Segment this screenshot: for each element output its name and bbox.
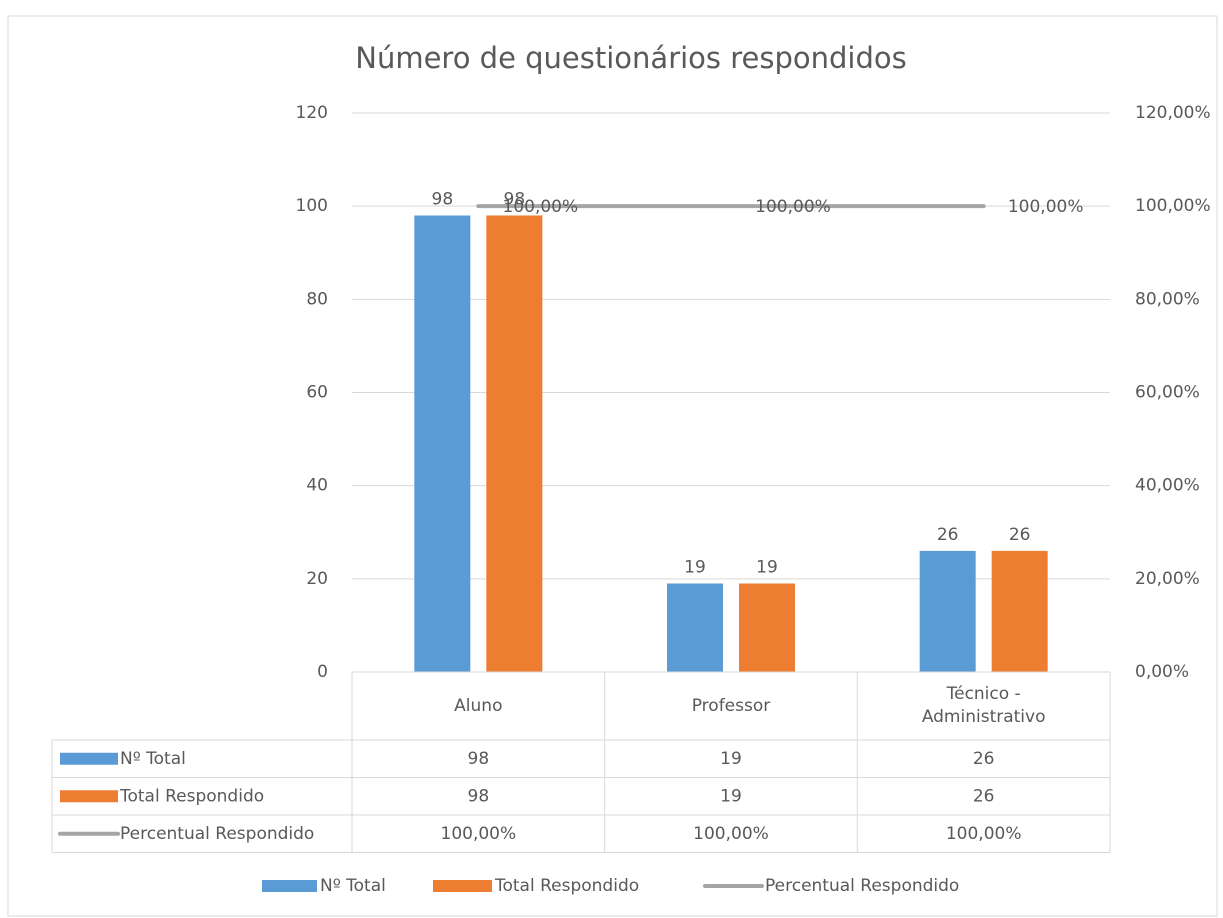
y2-tick-label: 20,00% xyxy=(1135,569,1200,589)
y-tick-label: 100 xyxy=(296,196,328,216)
table-cell: 98 xyxy=(468,749,490,769)
table-cell: 100,00% xyxy=(946,824,1022,844)
y2-tick-label: 60,00% xyxy=(1135,383,1200,403)
table-cell: 98 xyxy=(468,786,490,806)
chart-border xyxy=(7,15,1218,917)
bar xyxy=(991,550,1048,672)
bar xyxy=(919,550,976,672)
y2-tick-label: 100,00% xyxy=(1135,196,1211,216)
data-label: 19 xyxy=(684,557,706,577)
bar xyxy=(667,583,723,672)
table-row-header: Percentual Respondido xyxy=(120,824,314,844)
category-cell: Técnico - Administrativo xyxy=(921,684,1046,727)
table-row-header: Nº Total xyxy=(120,749,186,769)
y-tick-label: 60 xyxy=(306,383,328,403)
data-label: 100,00% xyxy=(1008,197,1084,217)
table-cell: 100,00% xyxy=(441,824,517,844)
legend-label: Nº Total xyxy=(320,876,386,896)
category-cell: Professor xyxy=(691,695,771,716)
data-label: 19 xyxy=(756,557,778,577)
data-label: 100,00% xyxy=(755,197,831,217)
y2-tick-label: 0,00% xyxy=(1135,662,1189,682)
y-tick-label: 0 xyxy=(317,662,328,682)
bar xyxy=(486,215,543,672)
data-label: 26 xyxy=(1009,525,1031,545)
chart-title: Número de questionários respondidos xyxy=(355,41,906,75)
y2-tick-label: 120,00% xyxy=(1135,103,1211,123)
y2-tick-label: 40,00% xyxy=(1135,476,1200,496)
legend-label: Percentual Respondido xyxy=(765,876,959,896)
bar xyxy=(739,583,795,672)
data-label: 26 xyxy=(937,525,959,545)
data-label: 100,00% xyxy=(503,197,579,217)
y-tick-label: 120 xyxy=(296,103,328,123)
table-row-header: Total Respondido xyxy=(119,786,264,806)
legend-label: Total Respondido xyxy=(494,876,639,896)
y-tick-label: 80 xyxy=(306,289,328,309)
bar xyxy=(414,215,471,672)
table-cell: 19 xyxy=(720,786,742,806)
x-tick-label: Professor xyxy=(691,695,771,716)
y2-tick-label: 80,00% xyxy=(1135,289,1200,309)
category-cell: Aluno xyxy=(454,695,503,716)
data-label: 98 xyxy=(432,189,454,209)
legend-key xyxy=(433,880,492,892)
y-tick-label: 40 xyxy=(306,476,328,496)
x-tick-label: Técnico - Administrativo xyxy=(921,684,1046,727)
table-cell: 100,00% xyxy=(693,824,769,844)
table-legend-key xyxy=(60,790,118,803)
table-cell: 19 xyxy=(720,749,742,769)
legend-key xyxy=(262,880,317,892)
x-tick-label: Aluno xyxy=(454,695,503,716)
table-legend-key xyxy=(60,752,118,765)
table-cell: 26 xyxy=(973,786,995,806)
table-cell: 26 xyxy=(973,749,995,769)
y-tick-label: 20 xyxy=(306,569,328,589)
